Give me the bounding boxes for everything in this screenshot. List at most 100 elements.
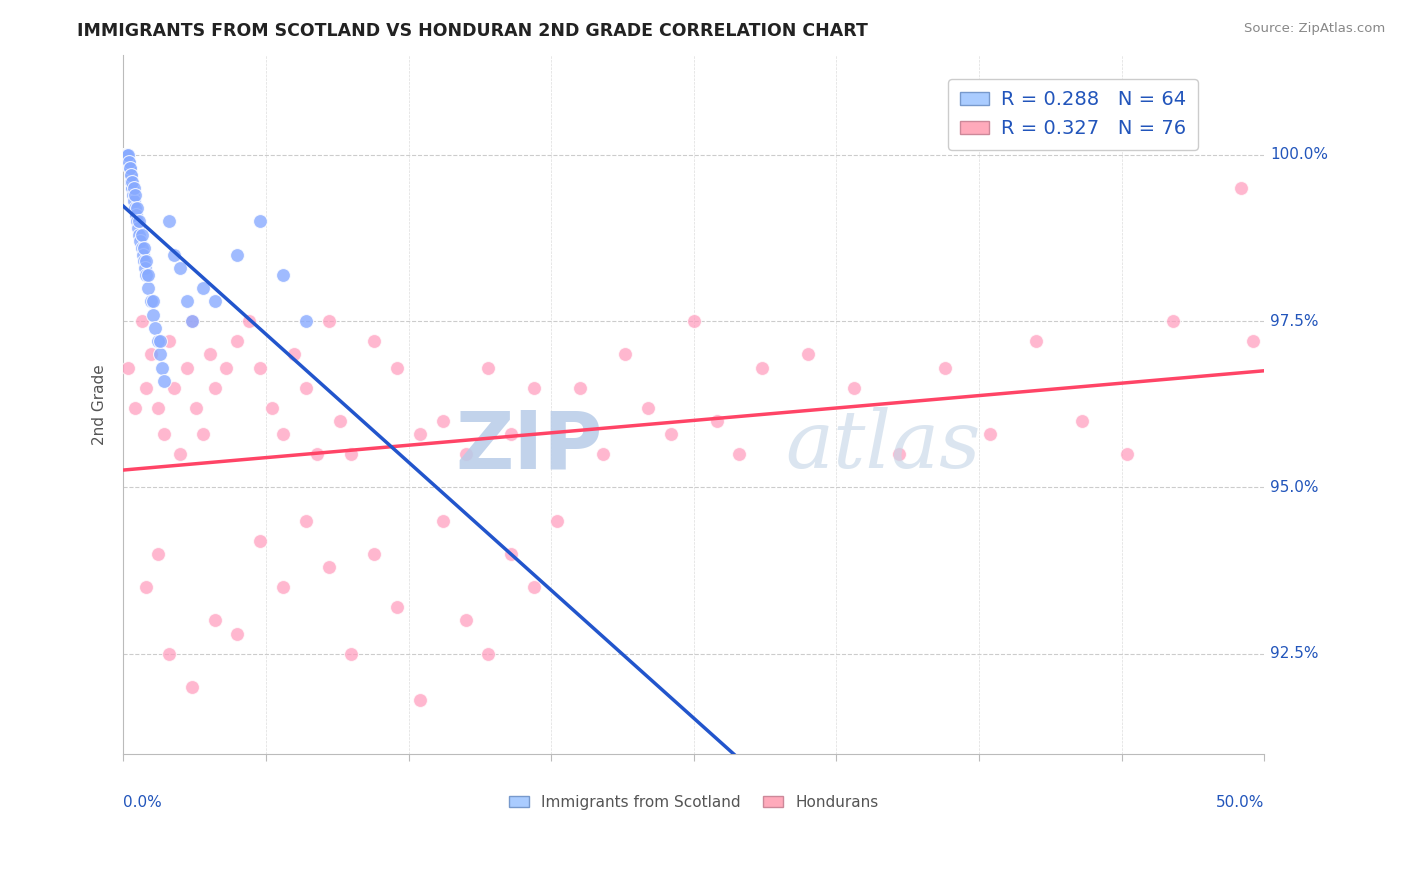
Point: [114, 148, 136, 162]
Point: [121, 181, 143, 195]
Point: [122, 181, 145, 195]
Text: IMMIGRANTS FROM SCOTLAND VS HONDURAN 2ND GRADE CORRELATION CHART: IMMIGRANTS FROM SCOTLAND VS HONDURAN 2ND…: [77, 22, 869, 40]
Y-axis label: 2nd Grade: 2nd Grade: [93, 364, 107, 445]
Point: [249, 360, 271, 375]
Point: [131, 314, 153, 328]
Point: [432, 514, 454, 528]
Point: [131, 241, 153, 255]
Point: [751, 360, 773, 375]
Point: [129, 235, 152, 249]
Point: [889, 447, 911, 461]
Point: [340, 647, 363, 661]
Text: ZIP: ZIP: [456, 408, 603, 485]
Point: [568, 381, 591, 395]
Point: [363, 547, 385, 561]
Point: [150, 360, 173, 375]
Point: [409, 427, 432, 442]
Point: [249, 214, 271, 228]
Point: [135, 381, 157, 395]
Point: [117, 360, 139, 375]
Point: [127, 221, 149, 235]
Point: [204, 294, 226, 309]
Point: [295, 314, 318, 328]
Point: [153, 427, 176, 442]
Point: [477, 360, 499, 375]
Text: 0.0%: 0.0%: [124, 796, 162, 811]
Point: [318, 560, 340, 574]
Point: [146, 401, 169, 415]
Point: [128, 214, 150, 228]
Legend: Immigrants from Scotland, Hondurans: Immigrants from Scotland, Hondurans: [503, 789, 884, 815]
Point: [131, 227, 153, 242]
Point: [193, 281, 215, 295]
Point: [138, 281, 160, 295]
Text: atlas: atlas: [785, 408, 980, 485]
Point: [118, 161, 141, 176]
Point: [226, 334, 249, 348]
Point: [637, 401, 659, 415]
Point: [114, 148, 136, 162]
Point: [134, 260, 156, 275]
Point: [117, 148, 139, 162]
Point: [162, 248, 184, 262]
Point: [1161, 314, 1184, 328]
Point: [614, 347, 637, 361]
Point: [204, 381, 226, 395]
Point: [132, 254, 155, 268]
Point: [122, 194, 145, 209]
Point: [124, 201, 146, 215]
Point: [295, 514, 318, 528]
Point: [153, 374, 176, 388]
Point: [477, 647, 499, 661]
Point: [135, 254, 157, 268]
Point: [180, 314, 202, 328]
Point: [385, 600, 408, 615]
Point: [226, 627, 249, 641]
Point: [318, 314, 340, 328]
Point: [1070, 414, 1092, 428]
Point: [169, 260, 191, 275]
Point: [501, 547, 523, 561]
Point: [169, 447, 191, 461]
Point: [385, 360, 408, 375]
Point: [124, 187, 146, 202]
Text: 92.5%: 92.5%: [1270, 646, 1319, 661]
Point: [215, 360, 238, 375]
Point: [1025, 334, 1047, 348]
Point: [1116, 447, 1139, 461]
Point: [454, 447, 477, 461]
Point: [432, 414, 454, 428]
Point: [260, 401, 283, 415]
Point: [146, 334, 169, 348]
Point: [121, 181, 143, 195]
Text: 95.0%: 95.0%: [1270, 480, 1319, 495]
Point: [139, 294, 162, 309]
Point: [139, 347, 162, 361]
Point: [142, 294, 165, 309]
Point: [271, 427, 294, 442]
Point: [176, 294, 198, 309]
Point: [523, 580, 546, 594]
Point: [120, 161, 142, 176]
Point: [186, 401, 208, 415]
Text: 50.0%: 50.0%: [1216, 796, 1264, 811]
Point: [121, 174, 143, 188]
Point: [132, 241, 155, 255]
Point: [706, 414, 728, 428]
Point: [934, 360, 956, 375]
Point: [682, 314, 704, 328]
Point: [117, 148, 139, 162]
Point: [117, 148, 139, 162]
Point: [115, 148, 138, 162]
Text: 100.0%: 100.0%: [1270, 147, 1329, 162]
Point: [271, 580, 294, 594]
Point: [180, 680, 202, 694]
Point: [120, 168, 142, 182]
Point: [115, 148, 138, 162]
Point: [523, 381, 546, 395]
Point: [118, 154, 141, 169]
Point: [131, 248, 153, 262]
Point: [118, 154, 141, 169]
Point: [409, 693, 432, 707]
Point: [501, 427, 523, 442]
